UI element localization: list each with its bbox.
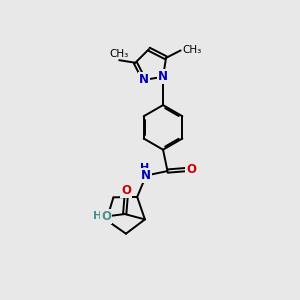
Text: N: N	[139, 74, 149, 86]
Text: O: O	[101, 210, 111, 223]
Text: N: N	[141, 169, 151, 182]
Text: N: N	[158, 70, 168, 83]
Text: CH₃: CH₃	[182, 45, 201, 56]
Text: O: O	[186, 163, 196, 176]
Text: H: H	[140, 163, 149, 173]
Text: CH₃: CH₃	[110, 49, 129, 59]
Text: O: O	[121, 184, 131, 197]
Text: H: H	[94, 212, 103, 221]
